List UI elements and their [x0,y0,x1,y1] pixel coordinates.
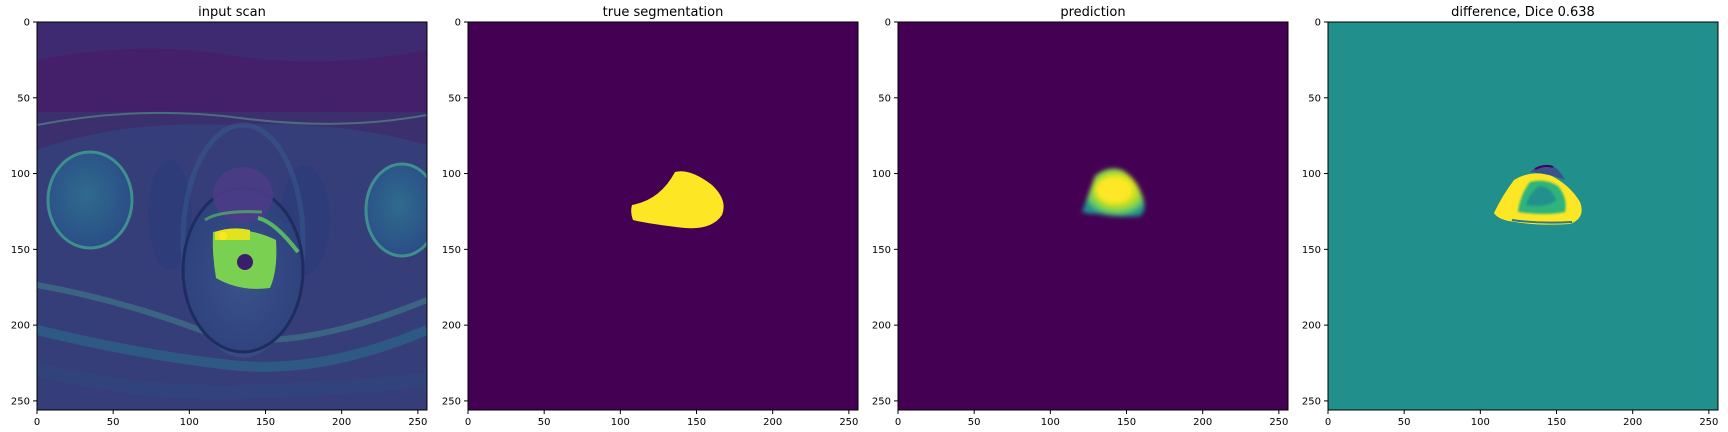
x-axis: 0 50 100 150 200 250 [465,410,858,428]
y-tick-label: 200 [11,321,30,332]
y-tick-label: 250 [872,396,891,407]
difference-mask-image [1328,22,1718,410]
x-axis: 0 50 100 150 200 250 [1325,410,1718,428]
y-tick-label: 0 [24,18,30,29]
x-tick-label: 100 [1471,417,1490,428]
x-tick-label: 100 [611,417,630,428]
x-tick-label: 100 [180,417,199,428]
y-tick-label: 100 [11,169,30,180]
x-tick-label: 0 [465,417,471,428]
x-tick-label: 250 [408,417,427,428]
y-tick-label: 0 [455,18,461,29]
x-tick-label: 150 [1117,417,1136,428]
panel-title: difference, Dice 0.638 [1451,5,1595,20]
prediction-mask-image [898,22,1288,410]
x-tick-label: 0 [895,417,901,428]
axes-frame [1327,21,1719,411]
x-tick-label: 0 [34,417,40,428]
panel-input-scan: input scan [11,5,428,428]
axes-frame [467,21,859,411]
y-tick-label: 150 [872,245,891,256]
x-axis: 0 50 100 150 200 250 [895,410,1288,428]
x-tick-label: 200 [1193,417,1212,428]
y-tick-label: 250 [1302,396,1321,407]
y-tick-label: 150 [11,245,30,256]
y-tick-label: 200 [442,321,461,332]
x-tick-label: 150 [1547,417,1566,428]
x-tick-label: 150 [256,417,275,428]
y-tick-label: 250 [442,396,461,407]
panel-difference: difference, Dice 0.638 0 50 100 150 200 250 0… [1302,5,1719,428]
y-tick-label: 0 [1315,18,1321,29]
x-axis: 0 50 100 150 200 250 [34,410,427,428]
x-tick-label: 50 [968,417,981,428]
x-tick-label: 200 [763,417,782,428]
y-tick-label: 100 [1302,169,1321,180]
y-axis: 0 50 100 150 200 250 [442,18,468,407]
x-tick-label: 200 [332,417,351,428]
y-tick-label: 50 [448,93,461,104]
y-axis: 0 50 100 150 200 250 [11,18,37,407]
y-tick-label: 100 [442,169,461,180]
panel-title: true segmentation [603,5,724,20]
y-tick-label: 50 [17,93,30,104]
y-tick-label: 250 [11,396,30,407]
y-tick-label: 200 [872,321,891,332]
y-tick-label: 100 [872,169,891,180]
x-tick-label: 150 [687,417,706,428]
x-tick-label: 250 [1699,417,1718,428]
y-axis: 0 50 100 150 200 250 [872,18,898,407]
x-tick-label: 250 [839,417,858,428]
y-tick-label: 150 [1302,245,1321,256]
x-tick-label: 50 [1398,417,1411,428]
y-tick-label: 50 [1308,93,1321,104]
y-tick-label: 0 [885,18,891,29]
axes-frame [36,21,428,411]
x-tick-label: 50 [538,417,551,428]
x-tick-label: 250 [1269,417,1288,428]
x-tick-label: 50 [107,417,120,428]
true-mask-image [468,22,858,410]
panel-true-segmentation: true segmentation 0 50 100 150 200 250 0 50 100… [442,5,859,428]
panel-title: input scan [198,5,266,20]
mri-slice-image [37,22,427,410]
y-tick-label: 50 [878,93,891,104]
y-tick-label: 200 [1302,321,1321,332]
axes-frame [897,21,1289,411]
panel-prediction: prediction 0 50 100 150 200 250 0 50 100 150 200 2… [872,5,1289,428]
x-tick-label: 0 [1325,417,1331,428]
y-axis: 0 50 100 150 200 250 [1302,18,1328,407]
panel-title: prediction [1060,5,1125,20]
x-tick-label: 200 [1623,417,1642,428]
y-tick-label: 150 [442,245,461,256]
x-tick-label: 100 [1041,417,1060,428]
